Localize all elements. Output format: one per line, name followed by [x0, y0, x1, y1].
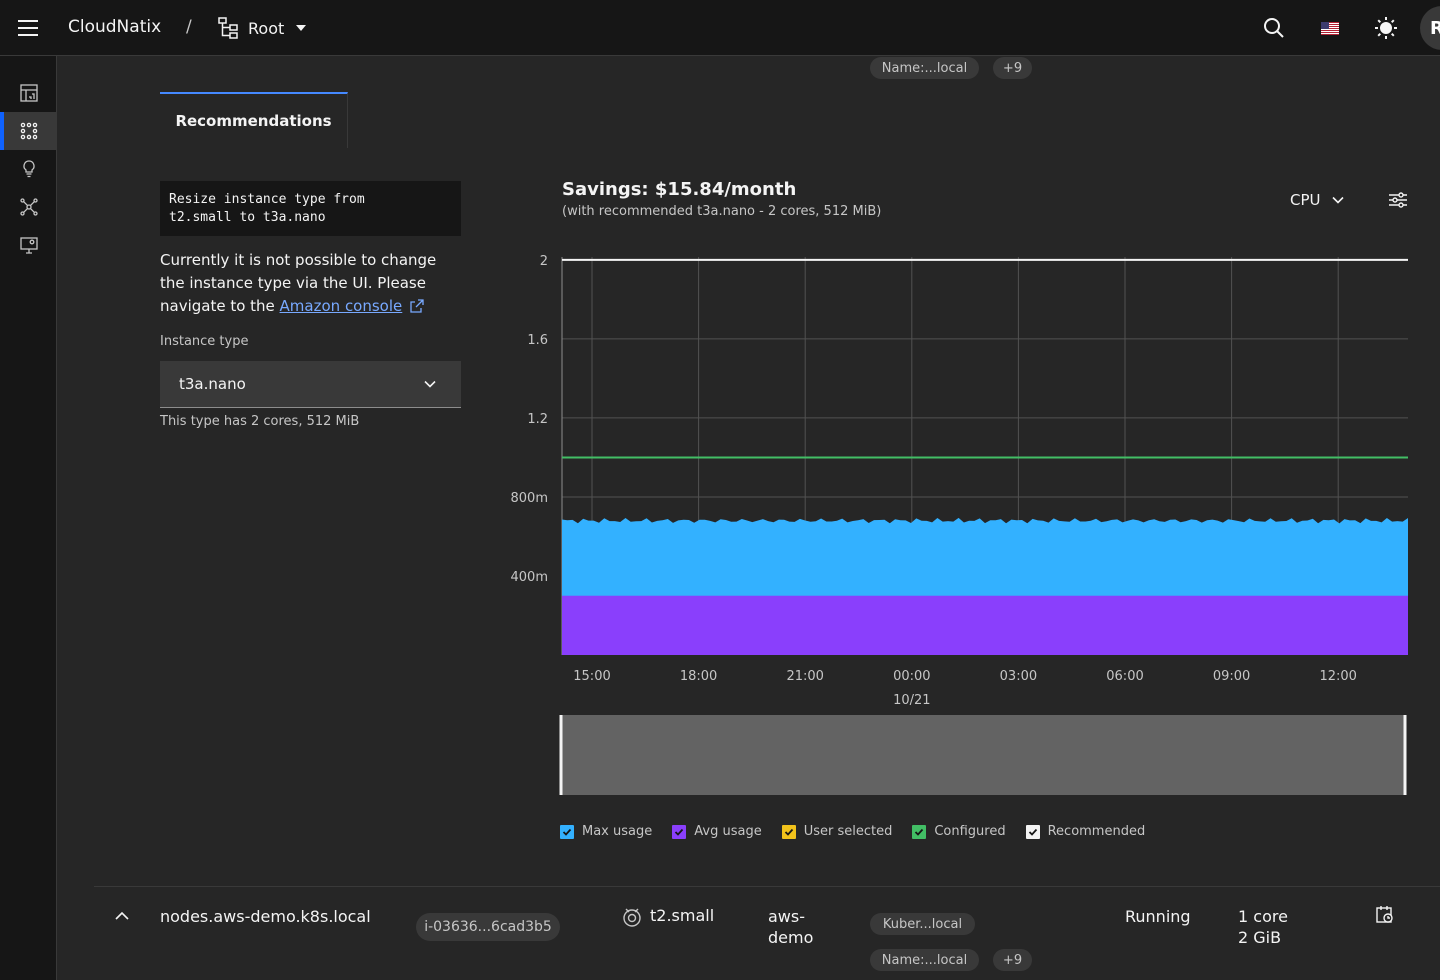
tab-recommendations[interactable]: Recommendations: [160, 92, 348, 148]
node-name: nodes.aws-demo.k8s.local: [160, 907, 371, 926]
instance-type-helper: This type has 2 cores, 512 MiB: [160, 414, 360, 429]
brand-name[interactable]: CloudNatix: [68, 17, 162, 37]
chart-settings-icon[interactable]: [1384, 186, 1412, 214]
kuber-tag: Kuber...local: [870, 913, 975, 935]
node-cores: 1 core: [1238, 907, 1288, 926]
y-tick-label: 2: [540, 254, 548, 269]
chevron-down-icon: [424, 380, 436, 388]
description-text: Currently it is not possible to change t…: [160, 251, 437, 315]
top-header: CloudNatix / Root R: [0, 0, 1440, 56]
legend-item[interactable]: User selected: [781, 824, 893, 839]
cluster-name-line1: aws-: [768, 907, 805, 926]
hierarchy-icon: [218, 17, 238, 39]
y-tick-label: 1.2: [527, 412, 548, 427]
legend-item[interactable]: Max usage: [560, 824, 652, 839]
metric-dropdown[interactable]: CPU: [1282, 186, 1345, 214]
x-date-label: 10/21: [893, 693, 930, 708]
monitor-settings-icon[interactable]: [0, 226, 57, 264]
legend-item[interactable]: Recommended: [1025, 824, 1146, 839]
x-tick-label: 06:00: [1106, 669, 1143, 684]
recommendation-code: Resize instance type from t2.small to t3…: [160, 181, 461, 236]
root-label: Root: [248, 18, 285, 38]
checkbox-icon[interactable]: [560, 824, 574, 839]
sun-icon[interactable]: [1370, 12, 1402, 44]
row-divider: [94, 886, 1440, 887]
dashboard-icon[interactable]: [0, 74, 57, 112]
breadcrumb-separator: /: [186, 17, 192, 37]
root-selector[interactable]: Root: [216, 14, 307, 42]
name-tag: Name:...local: [870, 57, 979, 79]
legend-label: User selected: [803, 824, 893, 839]
x-tick-label: 09:00: [1213, 669, 1250, 684]
external-link-icon[interactable]: [410, 299, 424, 313]
insights-icon[interactable]: [0, 150, 57, 188]
node-memory: 2 GiB: [1238, 928, 1282, 947]
checkbox-icon[interactable]: [781, 824, 796, 839]
caret-down-icon: [296, 25, 307, 31]
savings-subtitle: (with recommended t3a.nano - 2 cores, 51…: [562, 204, 882, 219]
schedule-icon[interactable]: [1375, 905, 1395, 925]
instance-type-select[interactable]: t3a.nano: [160, 361, 461, 408]
x-tick-label: 12:00: [1319, 669, 1356, 684]
legend-label: Recommended: [1047, 824, 1146, 839]
more-tags-row-badge[interactable]: +9: [993, 949, 1032, 971]
y-tick-label: 400m: [511, 570, 548, 585]
y-tick-label: 800m: [511, 491, 548, 506]
checkbox-icon[interactable]: [1025, 824, 1040, 839]
avg-usage-area: [562, 595, 1408, 655]
x-tick-label: 03:00: [1000, 669, 1037, 684]
y-tick-label: 1.6: [527, 333, 548, 348]
search-icon[interactable]: [1258, 12, 1290, 44]
us-flag-icon[interactable]: [1314, 12, 1346, 44]
x-tick-label: 15:00: [573, 669, 610, 684]
chart-legend: Max usage Avg usage User selected Configure…: [560, 824, 1145, 839]
chevron-up-icon[interactable]: [112, 906, 132, 926]
topology-icon[interactable]: [0, 188, 57, 226]
legend-item[interactable]: Avg usage: [672, 824, 762, 839]
instance-type-label: Instance type: [160, 334, 249, 349]
workloads-icon[interactable]: [0, 112, 57, 150]
instance-type-icon: [621, 906, 643, 928]
recommendation-description: Currently it is not possible to change t…: [160, 249, 460, 318]
checkbox-icon[interactable]: [672, 824, 687, 839]
more-tags-badge[interactable]: +9: [993, 57, 1032, 79]
amazon-console-link[interactable]: Amazon console: [279, 297, 403, 315]
cluster-name-line2: demo: [768, 928, 814, 947]
range-brush-area: [560, 715, 1406, 795]
x-tick-label: 00:00: [893, 669, 930, 684]
side-nav: [0, 56, 57, 980]
legend-item[interactable]: Configured: [912, 824, 1006, 839]
legend-label: Avg usage: [694, 824, 762, 839]
menu-icon[interactable]: [14, 14, 42, 42]
metric-value: CPU: [1290, 191, 1321, 209]
legend-label: Max usage: [582, 824, 653, 839]
node-instance-type: t2.small: [650, 906, 715, 925]
savings-title: Savings: $15.84/month: [562, 179, 797, 200]
legend-label: Configured: [934, 824, 1006, 839]
user-avatar[interactable]: R: [1420, 6, 1440, 50]
usage-chart: 400m 800m 1.2 1.6 2 15:00 18:00 21:00 00:00 03:00…: [511, 254, 1408, 795]
instance-type-value: t3a.nano: [179, 375, 246, 393]
x-tick-label: 18:00: [680, 669, 717, 684]
checkbox-icon[interactable]: [912, 824, 927, 839]
chevron-down-icon: [1331, 196, 1344, 204]
instance-id-tag: i-03636...6cad3b5: [416, 913, 560, 941]
node-status: Running: [1125, 907, 1191, 926]
x-tick-label: 21:00: [786, 669, 823, 684]
name-tag-row: Name:...local: [870, 949, 979, 971]
